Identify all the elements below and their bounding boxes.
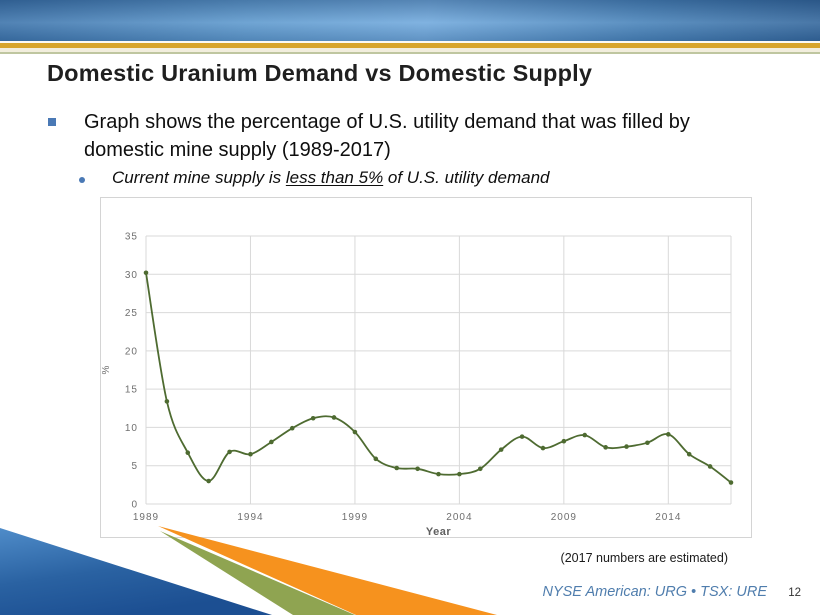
svg-text:1999: 1999: [342, 512, 368, 523]
page-number: 12: [788, 587, 801, 599]
sub-bullet-pre: Current mine supply is: [112, 168, 286, 187]
wedge-green: [160, 531, 355, 615]
svg-text:0: 0: [131, 500, 138, 511]
wedge-orange: [158, 526, 497, 615]
stock-ticker: NYSE American: URG • TSX: URE: [542, 584, 767, 600]
footer-decoration: [0, 526, 497, 615]
x-axis-title: Year: [426, 526, 451, 537]
svg-text:2014: 2014: [655, 512, 681, 523]
y-axis-title: %: [101, 365, 112, 374]
sub-bullet-post: of U.S. utility demand: [383, 168, 550, 187]
chart-gridlines: [145, 235, 732, 505]
svg-text:30: 30: [125, 270, 138, 281]
header-stripe-white: [0, 41, 820, 43]
svg-text:10: 10: [125, 423, 138, 434]
header-stripe-gold: [0, 43, 820, 48]
sub-bullet-underlined: less than 5%: [285, 168, 384, 187]
chart-line-series: [145, 272, 732, 484]
svg-text:2004: 2004: [446, 512, 472, 523]
svg-text:15: 15: [125, 385, 138, 396]
bullet-square-icon: [48, 118, 56, 126]
chart-markers: [143, 270, 734, 485]
wedge-blue: [0, 528, 272, 615]
chart-tick-labels: 0 5 10 15 20 25 30 35 1989 1994 1999 2004 2009 2014: [125, 232, 681, 524]
header-banner: [0, 0, 820, 41]
svg-text:5: 5: [131, 461, 138, 472]
svg-text:35: 35: [125, 232, 138, 243]
bullet-text: Graph shows the percentage of U.S. utili…: [84, 111, 690, 161]
svg-text:25: 25: [125, 308, 138, 319]
svg-text:1994: 1994: [237, 512, 263, 523]
sub-bullet-text: Current mine supply is less than 5% of U…: [112, 168, 550, 188]
bullet-dot-icon: [79, 177, 85, 183]
svg-text:2009: 2009: [551, 512, 577, 523]
footnote: (2017 numbers are estimated): [560, 551, 728, 565]
header-stripe-sage: [0, 52, 820, 54]
demand-supply-chart: 0 5 10 15 20 25 30 35 1989 1994 1999 2004 2009 2014 Ye…: [100, 197, 752, 538]
slide-title: Domestic Uranium Demand vs Domestic Supp…: [47, 60, 593, 86]
svg-text:1989: 1989: [133, 512, 159, 523]
header-stripe-cream: [0, 48, 820, 52]
demand-supply-chart-svg: 0 5 10 15 20 25 30 35 1989 1994 1999 2004 2009 2014 Ye…: [101, 232, 734, 537]
svg-text:20: 20: [125, 346, 138, 357]
